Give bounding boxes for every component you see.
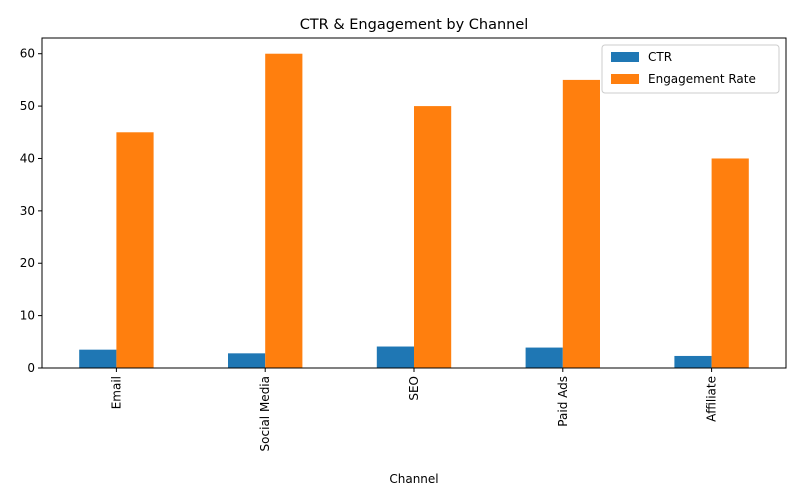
bar-engagement-affiliate (711, 158, 749, 368)
y-tick-label: 20 (20, 256, 35, 270)
x-tick-label: SEO (407, 376, 421, 401)
x-tick-label: Social Media (258, 376, 272, 451)
bar-ctr-seo (376, 346, 414, 368)
y-tick-label: 30 (20, 204, 35, 218)
legend-label-ctr: CTR (648, 50, 672, 64)
bar-ctr-paid-ads (525, 347, 563, 368)
bar-engagement-seo (414, 106, 452, 368)
x-axis-ticks: Email Social Media SEO Paid Ads Affiliate (109, 368, 719, 451)
bar-ctr-email (79, 349, 117, 368)
legend-box (601, 44, 780, 94)
legend-swatch-ctr (611, 52, 639, 62)
y-tick-label: 40 (20, 151, 35, 165)
plot-frame (41, 37, 787, 369)
x-axis-label: Channel (389, 472, 438, 486)
bar-ctr-affiliate (674, 355, 712, 368)
y-tick-label: 10 (20, 309, 35, 323)
legend-swatch-engagement (611, 74, 639, 84)
x-tick-label: Paid Ads (556, 376, 570, 427)
x-tick-label: Affiliate (705, 376, 719, 422)
y-tick-label: 0 (27, 361, 35, 375)
bar-engagement-paid-ads (562, 79, 600, 369)
chart-title: CTR & Engagement by Channel (300, 17, 529, 33)
bars-group (79, 53, 749, 369)
y-tick-label: 50 (20, 99, 35, 113)
bar-ctr-social-media (228, 353, 266, 368)
bar-engagement-social-media (265, 53, 303, 368)
legend: CTR Engagement Rate (601, 44, 780, 94)
x-tick-label: Email (109, 376, 123, 409)
y-axis-ticks: 0 10 20 30 40 50 60 (20, 47, 42, 375)
y-tick-label: 60 (20, 47, 35, 61)
legend-label-engagement: Engagement Rate (648, 72, 756, 86)
bar-engagement-email (116, 132, 154, 368)
